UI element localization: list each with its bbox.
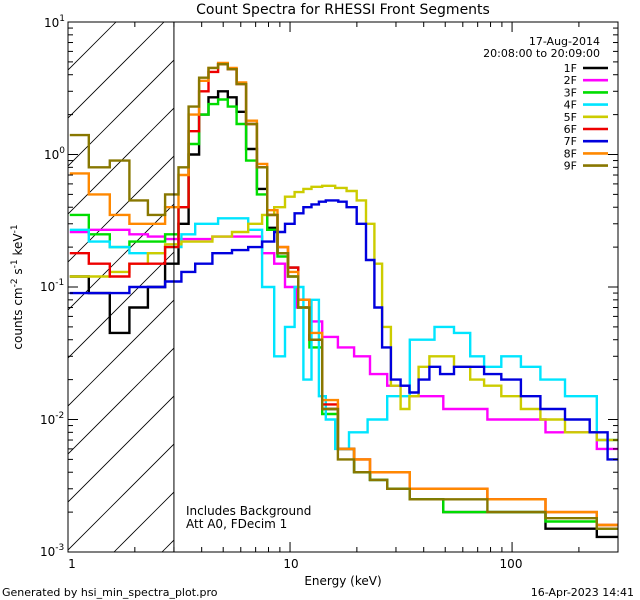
x-tick-label-1: 1 bbox=[68, 557, 76, 571]
date-label: 17-Aug-2014 bbox=[529, 35, 600, 48]
chart-title: Count Spectra for RHESSI Front Segments bbox=[196, 2, 490, 18]
y-tick-label-1e1: 101 bbox=[44, 14, 65, 30]
hatched-region bbox=[68, 22, 174, 552]
footer-generated-by: Generated by hsi_min_spectra_plot.pro bbox=[2, 586, 218, 599]
y-tick-label-1e-1: 10-1 bbox=[40, 278, 64, 294]
series-line-7f bbox=[69, 199, 618, 461]
series-line-8f bbox=[69, 61, 618, 527]
series-line-1f bbox=[69, 90, 618, 539]
hatch-line-4 bbox=[68, 107, 174, 215]
series-line-2f bbox=[69, 228, 618, 451]
series-line-4f bbox=[69, 217, 618, 451]
legend-label-1f: 1F bbox=[564, 62, 577, 75]
y-tick-label-1e-3: 10-3 bbox=[40, 543, 64, 559]
hatch-line-10 bbox=[68, 395, 174, 503]
y-tick-label-1e-2: 10-2 bbox=[40, 411, 64, 427]
series-line-6f bbox=[69, 63, 618, 527]
series-line-9f bbox=[69, 63, 618, 530]
series-line-5f bbox=[69, 184, 618, 442]
series-line-3f bbox=[69, 98, 618, 530]
annotation-background: Includes Background bbox=[186, 504, 311, 518]
legend-label-9f: 9F bbox=[564, 160, 577, 173]
y-tick-label-1e0: 100 bbox=[44, 146, 65, 162]
y-axis-label: counts cm-2 s-1 keV-1 bbox=[10, 224, 25, 349]
hatch-line-3 bbox=[68, 59, 174, 167]
x-ticks bbox=[67, 22, 619, 552]
hatch-line-6 bbox=[68, 203, 174, 311]
annotation-attenuator: Att A0, FDecim 1 bbox=[186, 517, 287, 531]
legend-label-2f: 2F bbox=[564, 74, 577, 87]
legend-label-3f: 3F bbox=[564, 86, 577, 99]
hatch-line-2 bbox=[68, 22, 165, 119]
legend-label-6f: 6F bbox=[564, 123, 577, 136]
hatch-line-11 bbox=[68, 443, 174, 551]
series-lines bbox=[69, 61, 618, 539]
legend-label-8f: 8F bbox=[564, 147, 577, 160]
time-range-label: 20:08:00 to 20:09:00 bbox=[483, 47, 600, 60]
x-axis-label: Energy (keV) bbox=[304, 574, 381, 588]
footer-timestamp: 16-Apr-2023 14:41 bbox=[531, 586, 634, 599]
x-tick-label-10: 10 bbox=[283, 557, 298, 571]
legend-label-7f: 7F bbox=[564, 135, 577, 148]
x-tick-label-100: 100 bbox=[500, 557, 523, 571]
legend-label-5f: 5F bbox=[564, 111, 577, 124]
y-ticks bbox=[68, 21, 618, 553]
legend-label-4f: 4F bbox=[564, 99, 577, 112]
